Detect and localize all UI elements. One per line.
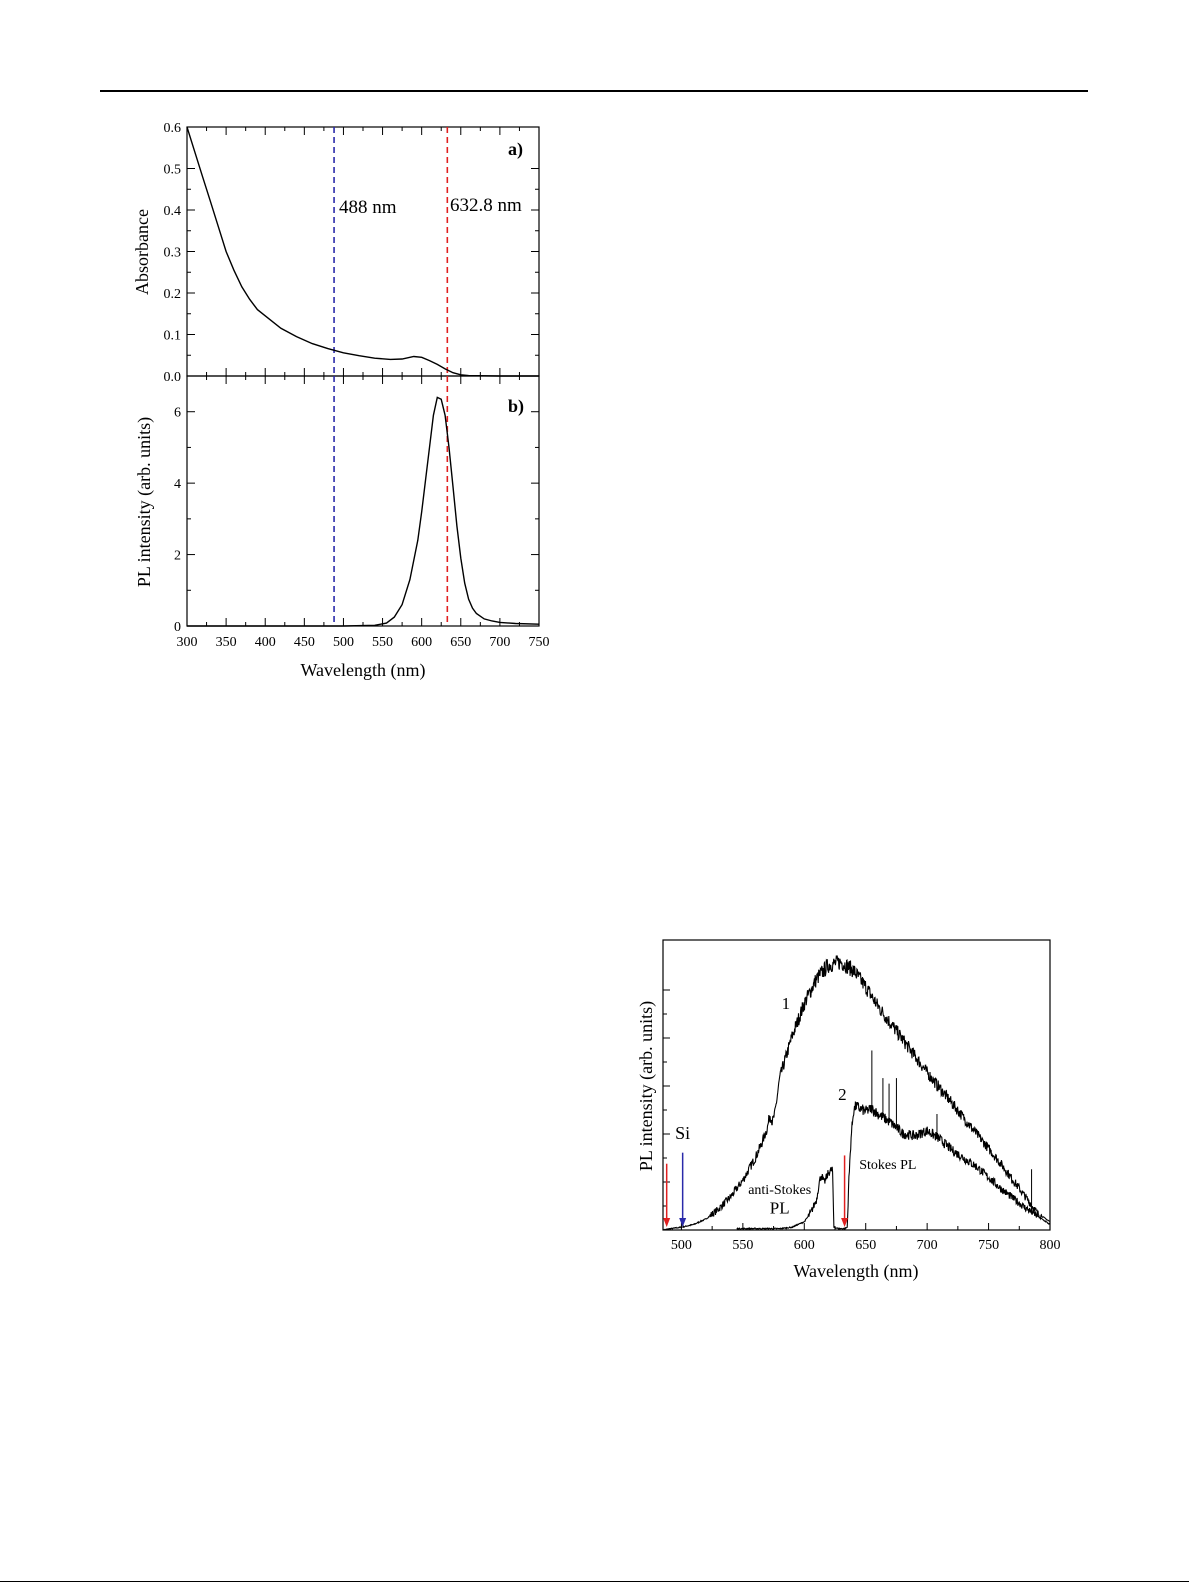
panel-c-ticks: 500 550 600 650 700 750 800 — [663, 989, 1061, 1253]
panel-b-xtick-label: 700 — [489, 635, 510, 650]
annotation-label: Stokes PL — [859, 1158, 916, 1173]
panel-a-label: a) — [508, 139, 523, 160]
vline-label-632: 632.8 nm — [450, 195, 522, 216]
panel-a-ylabel: Absorbance — [132, 209, 152, 295]
annotation-label: Si — [675, 1123, 690, 1143]
panel-c-xtick-label: 550 — [732, 1238, 753, 1253]
panel-a-ytick-label: 0.4 — [164, 204, 182, 219]
panel-b-ytick-label: 6 — [174, 406, 181, 421]
panel-a-ytick-label: 0.2 — [164, 287, 182, 302]
arrow-head — [679, 1218, 687, 1227]
vline-label-488: 488 nm — [339, 197, 397, 218]
panel-a-frame — [186, 126, 540, 377]
panel-c-xtick-label: 750 — [978, 1238, 999, 1253]
header-rule — [100, 90, 1088, 92]
annotation-label: 2 — [838, 1085, 847, 1104]
panel-b-xtick-label: 350 — [216, 635, 237, 650]
panel-c-curves — [662, 955, 1051, 1231]
pl-series-2 — [736, 1101, 1051, 1231]
panel-c-xtick-label: 600 — [794, 1238, 815, 1253]
annotation-label: PL — [770, 1198, 790, 1217]
panel-b-ticks: 0 2 4 6 300 350 400 450 500 550 600 650 700 750 — [174, 376, 550, 650]
panel-b-ytick-label: 2 — [174, 549, 181, 564]
annotation-label: anti-Stokes — [748, 1183, 811, 1198]
panel-b-xtick-label: 500 — [333, 635, 354, 650]
panel-a-ytick-label: 0.5 — [164, 163, 182, 178]
panel-c-xtick-label: 700 — [917, 1238, 938, 1253]
panel-b-xtick-label: 400 — [255, 635, 276, 650]
panel-b-xlabel: Wavelength (nm) — [300, 660, 425, 681]
pl-curve — [187, 396, 540, 627]
panel-c-xtick-label: 800 — [1040, 1238, 1061, 1253]
panel-a-ytick-label: 0.6 — [164, 121, 182, 136]
panel-b-xtick-label: 650 — [450, 635, 471, 650]
panel-b-ylabel: PL intensity (arb. units) — [134, 417, 155, 587]
panel-c-xlabel: Wavelength (nm) — [793, 1261, 918, 1282]
pl-series-1 — [662, 955, 1050, 1231]
panel-b-xtick-label: 750 — [529, 635, 550, 650]
annotation-label: 1 — [782, 994, 791, 1013]
panel-c-xtick-label: 650 — [855, 1238, 876, 1253]
panel-b-xtick-label: 600 — [411, 635, 432, 650]
panel-b-xtick-label: 450 — [294, 635, 315, 650]
panel-a-ytick-label: 0.3 — [164, 246, 182, 261]
absorbance-curve — [186, 126, 539, 377]
panel-a: 0.0 0.1 0.2 0.3 0.4 0.5 0.6 a) 488 nm 632.8 nm… — [132, 121, 540, 385]
panel-b-ytick-label: 0 — [174, 620, 181, 635]
panel-c-xtick-label: 500 — [671, 1238, 692, 1253]
panel-a-ticks: 0.0 0.1 0.2 0.3 0.4 0.5 0.6 — [164, 121, 540, 385]
panel-a-ytick-label: 0.1 — [164, 329, 182, 344]
panel-b-frame — [186, 375, 540, 627]
panel-b-label: b) — [508, 396, 524, 417]
footer-rule — [0, 1581, 1189, 1582]
panel-b: 0 2 4 6 300 350 400 450 500 550 600 650 700 750 b) PL… — [134, 375, 550, 681]
panel-a-vlines — [333, 127, 449, 376]
panel-c-arrows — [663, 1152, 849, 1227]
panel-b-xtick-label: 300 — [177, 635, 198, 650]
panel-b-vlines — [333, 376, 449, 626]
panel-b-ytick-label: 4 — [174, 477, 181, 492]
panel-c-ylabel: PL intensity (arb. units) — [636, 1001, 657, 1171]
arrow-head — [663, 1218, 671, 1227]
arrow-head — [841, 1218, 849, 1227]
panel-a-ytick-label: 0.0 — [164, 370, 182, 385]
panel-b-xtick-label: 550 — [372, 635, 393, 650]
panel-c-frame — [662, 939, 1051, 1231]
